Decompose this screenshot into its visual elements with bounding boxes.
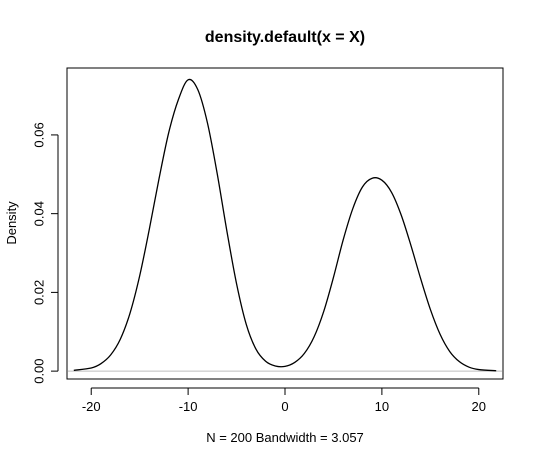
x-axis: -20 -10 0 10 20 — [82, 387, 486, 414]
chart-title: density.default(x = X) — [205, 29, 365, 46]
density-curve — [73, 78, 497, 372]
x-tick-label: -20 — [82, 399, 101, 414]
y-tick-label: 0.06 — [31, 122, 46, 147]
x-tick-label: 0 — [281, 399, 288, 414]
y-tick-label: 0.02 — [31, 280, 46, 305]
x-tick-label: 10 — [375, 399, 389, 414]
y-axis-label: Density — [4, 201, 19, 245]
x-axis-label: N = 200 Bandwidth = 3.057 — [206, 430, 364, 445]
plot-frame — [66, 67, 504, 380]
y-axis: 0.00 0.02 0.04 0.06 — [31, 122, 59, 384]
y-tick-label: 0.00 — [31, 358, 46, 383]
y-tick-label: 0.04 — [31, 201, 46, 226]
x-tick-label: 20 — [472, 399, 486, 414]
x-tick-label: -10 — [179, 399, 198, 414]
